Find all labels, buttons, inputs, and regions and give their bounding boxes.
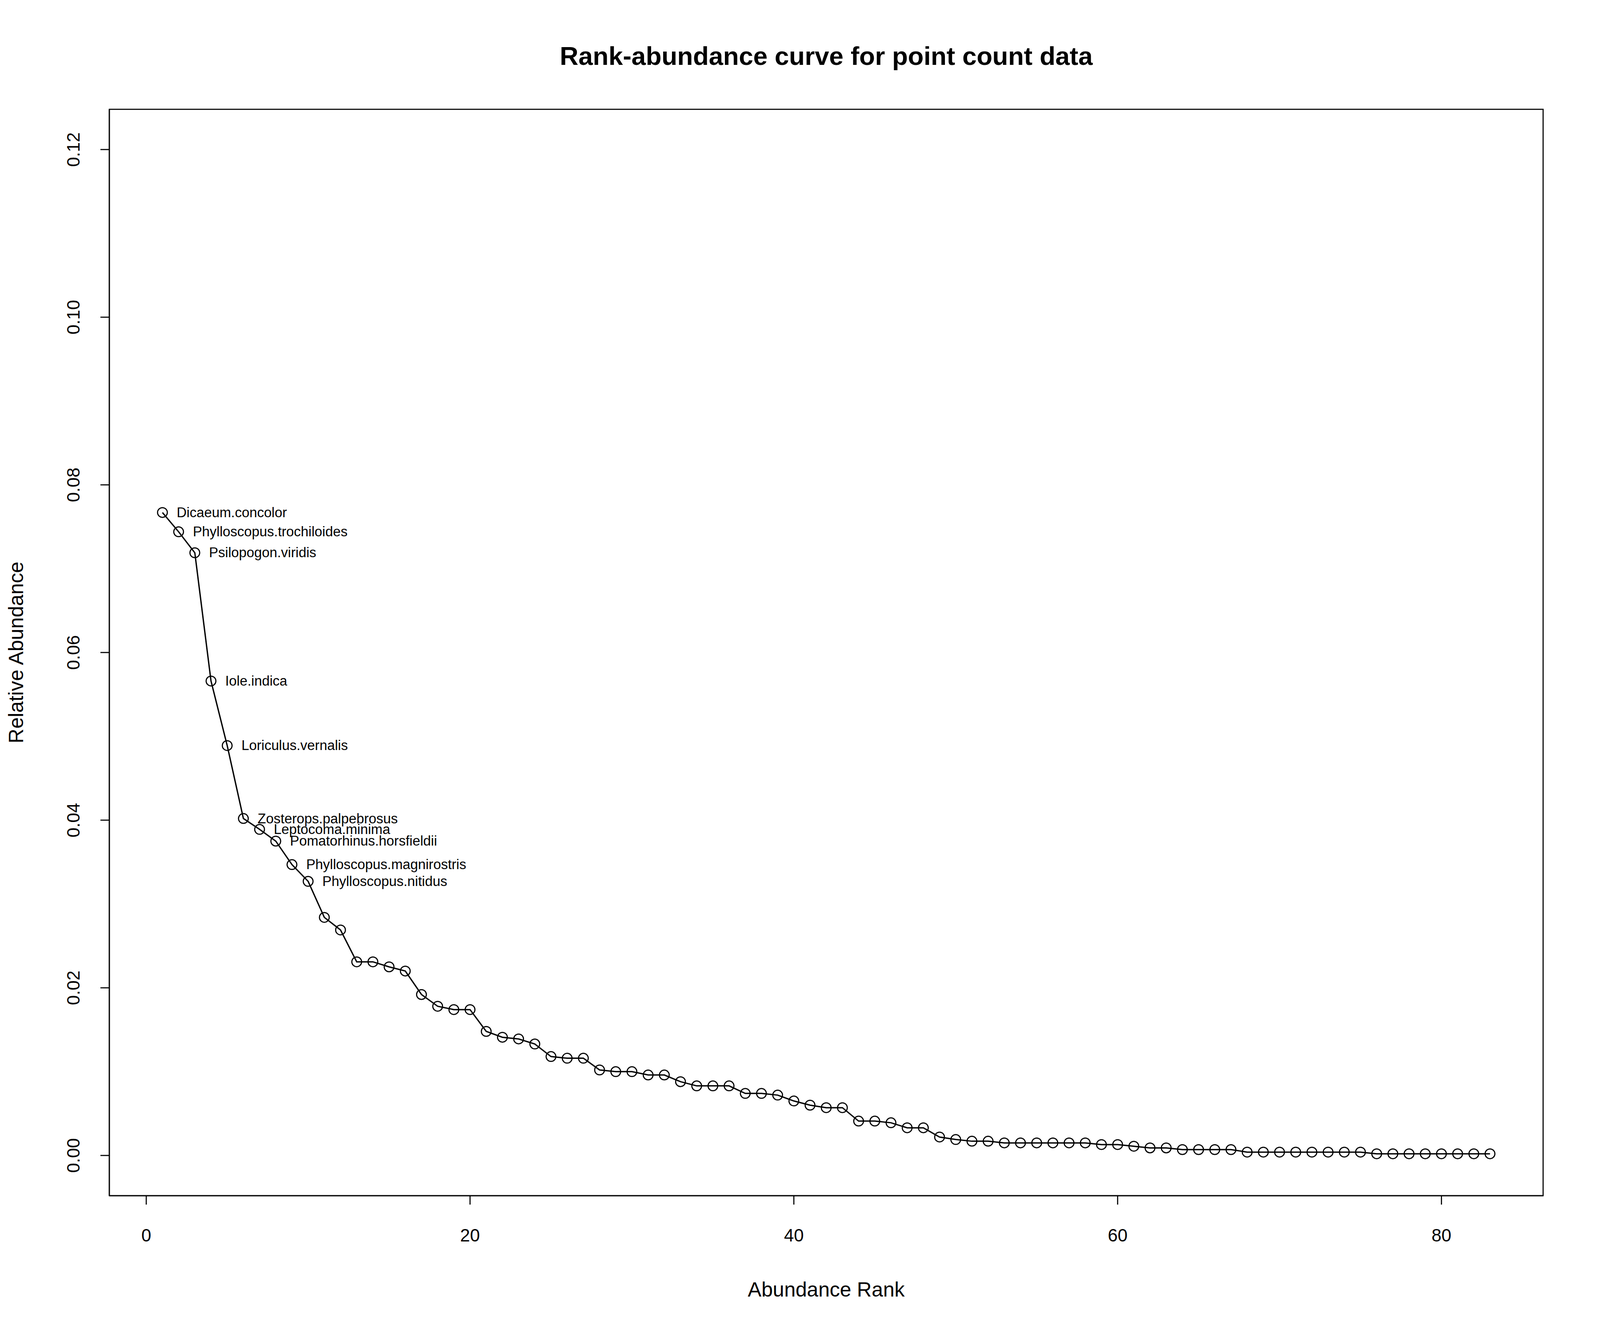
svg-text:Iole.indica: Iole.indica bbox=[225, 673, 288, 689]
svg-text:Leptocoma.minima: Leptocoma.minima bbox=[273, 821, 391, 838]
svg-text:0: 0 bbox=[141, 1225, 152, 1246]
svg-text:0.04: 0.04 bbox=[63, 803, 84, 838]
svg-text:Phylloscopus.magnirostris: Phylloscopus.magnirostris bbox=[306, 856, 467, 873]
svg-text:60: 60 bbox=[1107, 1225, 1128, 1246]
svg-text:Phylloscopus.trochiloides: Phylloscopus.trochiloides bbox=[192, 524, 348, 540]
svg-text:0.00: 0.00 bbox=[63, 1138, 84, 1174]
svg-text:Dicaeum.concolor: Dicaeum.concolor bbox=[176, 504, 287, 521]
svg-text:Loriculus.vernalis: Loriculus.vernalis bbox=[241, 737, 348, 754]
svg-text:Psilopogon.viridis: Psilopogon.viridis bbox=[208, 544, 316, 561]
svg-text:Relative Abundance: Relative Abundance bbox=[4, 561, 28, 744]
svg-text:0.02: 0.02 bbox=[63, 970, 84, 1006]
svg-text:Zosterops.palpebrosus: Zosterops.palpebrosus bbox=[257, 810, 398, 827]
svg-text:0.08: 0.08 bbox=[63, 467, 84, 503]
svg-text:80: 80 bbox=[1431, 1225, 1452, 1246]
svg-text:Pomatorhinus.horsfieldii: Pomatorhinus.horsfieldii bbox=[289, 833, 437, 849]
html-text:Rank-abundance curve for point: Rank-abundance curve for point count dat… bbox=[559, 41, 1093, 71]
svg-text:0.12: 0.12 bbox=[63, 132, 84, 168]
svg-text:0.10: 0.10 bbox=[63, 300, 84, 335]
svg-text:40: 40 bbox=[784, 1225, 804, 1246]
svg-text:Phylloscopus.nitidus: Phylloscopus.nitidus bbox=[322, 873, 448, 890]
svg-text:20: 20 bbox=[460, 1225, 480, 1246]
svg-text:Abundance Rank: Abundance Rank bbox=[748, 1278, 906, 1302]
svg-text:0.06: 0.06 bbox=[63, 635, 84, 671]
